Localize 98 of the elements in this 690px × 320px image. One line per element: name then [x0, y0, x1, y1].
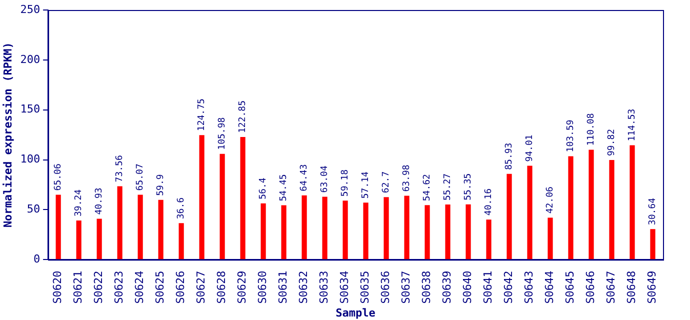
x-tick-label: S0634 — [338, 270, 352, 304]
data-label: 59.18 — [340, 169, 351, 197]
y-tick-label: 0 — [33, 252, 40, 266]
data-label: 30.64 — [648, 198, 658, 226]
x-tick-label: S0636 — [379, 270, 392, 304]
bar — [384, 197, 389, 260]
y-tick-label: 150 — [20, 102, 40, 116]
x-tick-label: S0637 — [400, 270, 413, 304]
bar — [424, 205, 430, 260]
x-tick-label: S0647 — [604, 270, 618, 304]
bar — [117, 186, 122, 260]
x-tick-label: S0639 — [440, 270, 454, 304]
x-tick-label: S0620 — [51, 270, 64, 304]
bar — [220, 154, 225, 260]
bar — [260, 203, 266, 260]
data-label: 99.82 — [607, 128, 618, 156]
x-tick-label: S0635 — [358, 270, 372, 304]
bar — [650, 229, 656, 260]
bar — [322, 196, 328, 260]
bar — [96, 218, 102, 260]
data-label: 36.6 — [176, 197, 187, 220]
x-tick-label: S0622 — [92, 270, 106, 304]
x-tick-label: S0623 — [112, 270, 126, 304]
y-tick-label: 50 — [26, 202, 40, 216]
bar — [158, 200, 164, 260]
x-tick-label: S0643 — [522, 270, 536, 304]
bar — [138, 194, 143, 260]
x-tick-label: S0630 — [256, 270, 270, 304]
data-label: 54.45 — [279, 174, 290, 202]
data-label: 105.98 — [218, 117, 228, 150]
data-label: 73.56 — [115, 155, 126, 182]
bar — [548, 218, 553, 260]
x-tick-label: S0625 — [154, 270, 167, 304]
data-label: 103.59 — [566, 120, 576, 152]
data-label: 62.7 — [382, 171, 392, 194]
data-label: 94.01 — [525, 134, 536, 162]
data-label: 40.93 — [94, 188, 105, 215]
data-label: 54.62 — [422, 174, 433, 202]
x-tick-label: S0629 — [236, 270, 249, 304]
x-tick-label: S0640 — [461, 270, 474, 304]
data-label: 57.14 — [361, 172, 372, 199]
x-tick-label: S0626 — [174, 270, 188, 304]
bar — [609, 160, 614, 260]
bar — [56, 194, 61, 260]
x-tick-label: S0627 — [194, 270, 208, 304]
x-tick-label: S0638 — [420, 270, 434, 304]
x-tick-label: S0624 — [133, 270, 146, 304]
x-tick-label: S0648 — [625, 270, 638, 304]
data-label: 65.06 — [54, 164, 64, 191]
bar — [178, 223, 184, 260]
y-axis-title: Normalized expression (RPKM) — [1, 42, 14, 228]
data-label: 55.27 — [443, 173, 454, 200]
x-tick-label: S0628 — [215, 270, 228, 304]
bar — [568, 156, 574, 260]
x-axis-title: Sample — [336, 306, 376, 320]
x-tick-label: S0631 — [276, 270, 290, 304]
data-label: 42.06 — [546, 186, 556, 214]
data-label: 114.53 — [628, 108, 638, 142]
data-label: 39.24 — [74, 189, 84, 216]
bar — [404, 196, 410, 260]
bar — [445, 204, 450, 260]
x-tick-label: S0642 — [502, 270, 516, 304]
x-tick-label: S0641 — [482, 270, 495, 304]
bar — [630, 145, 635, 260]
y-tick-label: 250 — [20, 2, 40, 16]
x-tick-label: S0632 — [297, 270, 310, 304]
bar — [527, 166, 532, 260]
x-tick-label: S0621 — [72, 270, 85, 304]
bar — [302, 195, 307, 260]
x-tick-label: S0645 — [564, 270, 577, 304]
bar — [281, 205, 286, 260]
bar — [199, 135, 204, 260]
bar — [240, 136, 246, 260]
x-tick-label: S0644 — [543, 270, 556, 304]
x-tick-label: S0646 — [584, 270, 598, 304]
data-label: 63.98 — [402, 164, 412, 192]
data-label: 59.9 — [156, 174, 166, 196]
bar — [486, 220, 492, 260]
data-label: 124.75 — [197, 98, 208, 132]
data-label: 64.43 — [300, 164, 310, 192]
data-label: 110.08 — [586, 113, 597, 146]
x-tick-label: S0649 — [646, 270, 659, 304]
bar — [342, 200, 348, 260]
data-label: 122.85 — [238, 100, 248, 133]
bar — [76, 220, 82, 260]
data-label: 40.16 — [484, 188, 494, 216]
bar — [506, 174, 512, 260]
x-tick-label: S0633 — [318, 270, 331, 304]
y-tick-label: 200 — [20, 52, 40, 66]
bar — [363, 202, 368, 260]
data-label: 63.04 — [320, 166, 330, 193]
data-label: 85.93 — [504, 142, 515, 170]
data-label: 65.07 — [136, 164, 146, 191]
bar — [588, 150, 594, 260]
bar — [466, 204, 471, 260]
data-label: 55.35 — [464, 173, 474, 200]
y-tick-label: 100 — [20, 152, 40, 166]
data-label: 56.4 — [258, 178, 269, 200]
